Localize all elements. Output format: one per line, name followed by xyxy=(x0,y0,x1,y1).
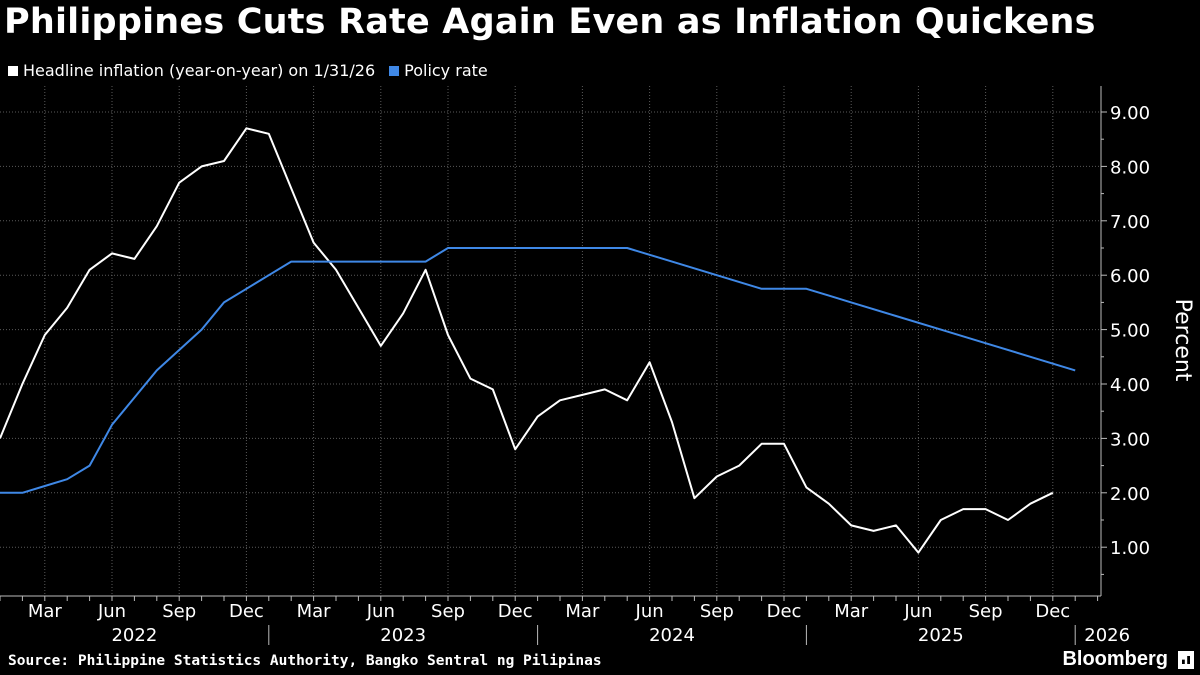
source-note: Source: Philippine Statistics Authority,… xyxy=(8,653,602,669)
y-tick-label-1: 2.00 xyxy=(1110,484,1150,505)
x-tick-label-15: Dec xyxy=(1035,601,1070,622)
x-year-label-0: 2022 xyxy=(111,625,157,646)
series-line-policy-rate xyxy=(0,247,1076,494)
y-tick-label-0: 1.00 xyxy=(1110,538,1150,559)
legend-label-inflation: Headline inflation (year-on-year) on 1/3… xyxy=(23,61,376,80)
x-tick-label-14: Sep xyxy=(969,601,1003,622)
x-year-label-4: 2026 xyxy=(1084,625,1130,646)
x-tick-label-5: Jun xyxy=(366,601,395,622)
y-tick-label-4: 5.00 xyxy=(1110,321,1150,342)
x-year-label-3: 2025 xyxy=(918,625,964,646)
y-tick-label-3: 4.00 xyxy=(1110,375,1150,396)
x-tick-label-9: Jun xyxy=(635,601,664,622)
x-tick-label-1: Jun xyxy=(97,601,126,622)
series-line-inflation xyxy=(0,127,1054,554)
legend-item-inflation: Headline inflation (year-on-year) on 1/3… xyxy=(8,61,375,80)
legend-label-policy-rate: Policy rate xyxy=(404,61,488,80)
legend-item-policy-rate: Policy rate xyxy=(389,61,488,80)
y-tick-label-8: 9.00 xyxy=(1110,103,1150,124)
x-tick-label-8: Mar xyxy=(565,601,600,622)
legend-swatch-inflation xyxy=(8,65,18,76)
legend: Headline inflation (year-on-year) on 1/3… xyxy=(8,61,502,80)
chart-title: Philippines Cuts Rate Again Even as Infl… xyxy=(4,2,1096,42)
legend-swatch-policy-rate xyxy=(389,65,400,76)
x-year-label-2: 2024 xyxy=(649,625,695,646)
x-tick-label-10: Sep xyxy=(700,601,734,622)
x-tick-label-11: Dec xyxy=(767,601,802,622)
x-year-label-1: 2023 xyxy=(380,625,426,646)
x-tick-label-3: Dec xyxy=(229,601,264,622)
x-tick-label-4: Mar xyxy=(297,601,332,622)
x-tick-label-6: Sep xyxy=(431,601,465,622)
y-tick-label-6: 7.00 xyxy=(1110,212,1150,233)
y-tick-label-2: 3.00 xyxy=(1110,429,1150,450)
x-tick-label-13: Jun xyxy=(903,601,932,622)
bloomberg-logo-icon xyxy=(1178,651,1194,669)
y-tick-label-7: 8.00 xyxy=(1110,157,1150,178)
x-tick-label-2: Sep xyxy=(162,601,196,622)
y-tick-label-5: 6.00 xyxy=(1110,266,1150,287)
brand-wordmark: Bloomberg xyxy=(1062,648,1168,670)
x-tick-label-12: Mar xyxy=(834,601,869,622)
y-axis-title: Percent xyxy=(1170,299,1195,382)
x-tick-label-0: Mar xyxy=(28,601,63,622)
x-tick-label-7: Dec xyxy=(498,601,533,622)
